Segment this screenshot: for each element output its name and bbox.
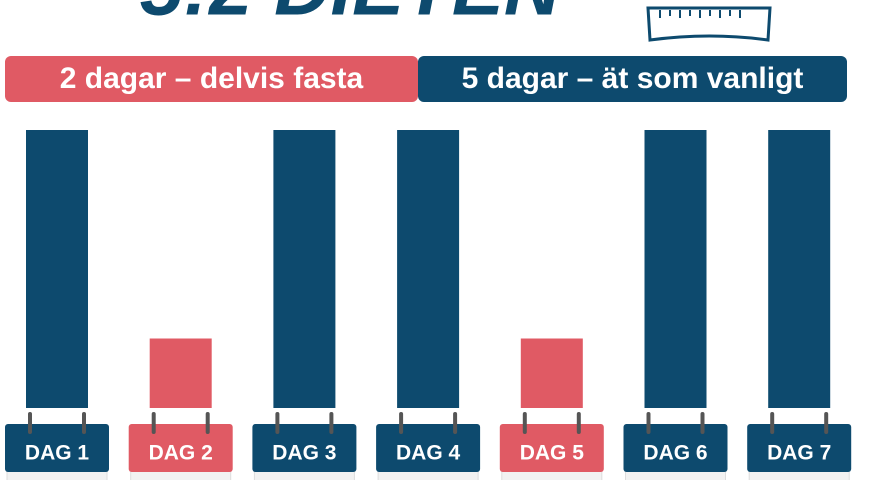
legend-label: 2 dagar – delvis fasta xyxy=(60,62,364,95)
calendar-header xyxy=(499,424,604,472)
bar xyxy=(149,338,212,408)
bar xyxy=(644,130,707,408)
bar xyxy=(768,130,831,408)
legend-swatch xyxy=(418,56,847,102)
calendar-header xyxy=(5,424,109,472)
x-tick-label: DAG 7 xyxy=(767,442,831,465)
calendar-header xyxy=(747,424,852,472)
legend-label: 5 dagar – ät som vanligt xyxy=(462,62,804,95)
bar xyxy=(273,130,336,408)
x-tick-label: DAG 3 xyxy=(272,442,336,465)
calendar-header xyxy=(623,424,728,472)
x-tick-label: DAG 6 xyxy=(643,442,707,465)
calendar-header xyxy=(376,424,481,472)
bar xyxy=(520,338,583,408)
chart-title: 5:2 DIETEN xyxy=(140,0,562,32)
bar xyxy=(26,130,88,408)
calendar-header xyxy=(128,424,233,472)
bar xyxy=(397,130,460,408)
x-tick-label: DAG 2 xyxy=(149,442,213,465)
x-tick-label: DAG 1 xyxy=(25,442,90,465)
x-tick-label: DAG 5 xyxy=(520,442,585,465)
calendar-header xyxy=(252,424,357,472)
tape-measure-icon xyxy=(646,6,772,42)
x-tick-label: DAG 4 xyxy=(396,442,461,465)
legend-swatch xyxy=(5,56,418,102)
